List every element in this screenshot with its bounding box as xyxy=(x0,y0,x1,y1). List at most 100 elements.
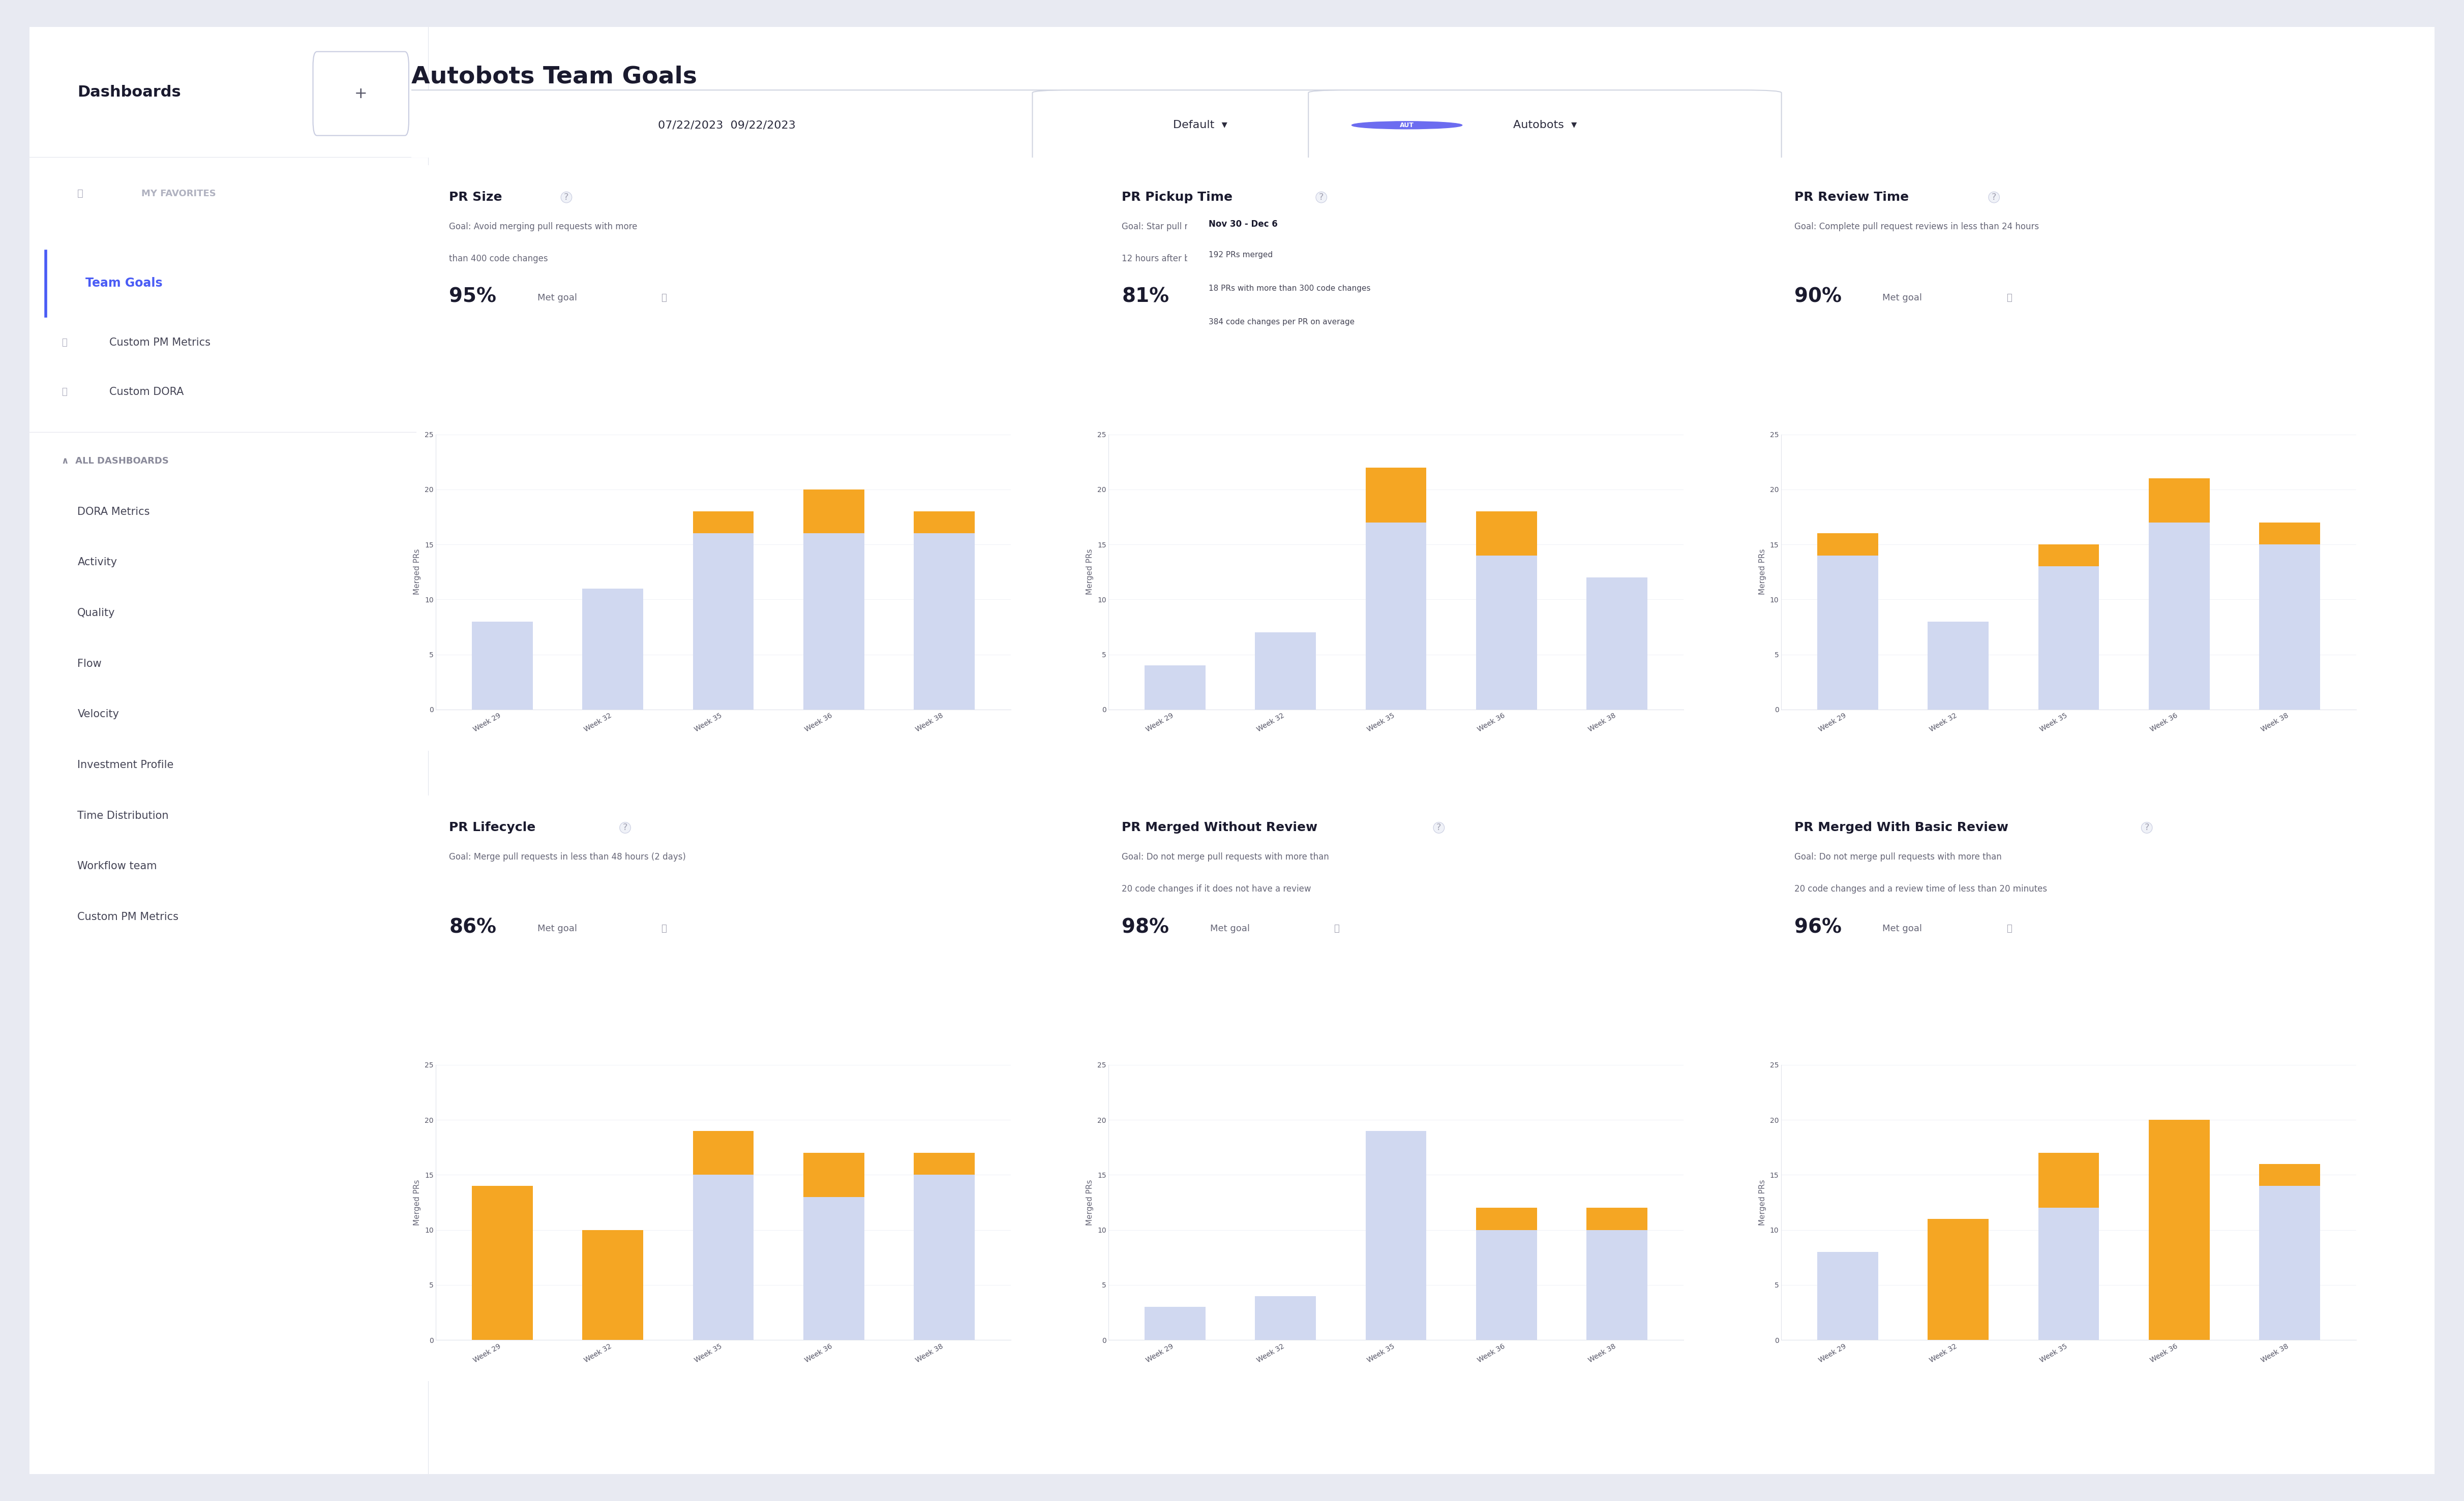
Y-axis label: Merged PRs: Merged PRs xyxy=(1759,549,1767,594)
Bar xyxy=(803,1196,865,1340)
Text: ?: ? xyxy=(564,192,569,201)
Bar xyxy=(1927,621,1988,710)
Text: Team Goals: Team Goals xyxy=(86,278,163,290)
Bar xyxy=(914,533,976,710)
Text: Autobots Team Goals: Autobots Team Goals xyxy=(411,65,697,89)
Text: DORA Metrics: DORA Metrics xyxy=(76,507,150,516)
Text: 192 PRs merged: 192 PRs merged xyxy=(1207,251,1274,258)
Text: 🔔: 🔔 xyxy=(76,189,84,198)
Bar xyxy=(1254,632,1316,710)
Circle shape xyxy=(1353,122,1461,129)
Bar xyxy=(2038,1153,2099,1208)
Text: Autobots  ▾: Autobots ▾ xyxy=(1513,120,1577,131)
FancyBboxPatch shape xyxy=(1180,203,1552,362)
Text: 95%: 95% xyxy=(448,287,495,306)
Text: Goal: Do not merge pull requests with more than: Goal: Do not merge pull requests with mo… xyxy=(1794,853,2001,862)
FancyBboxPatch shape xyxy=(372,90,1082,161)
Text: ⓘ: ⓘ xyxy=(2006,293,2013,303)
Text: Flow: Flow xyxy=(76,659,101,669)
Text: 📊: 📊 xyxy=(62,338,67,347)
Bar xyxy=(1146,665,1205,710)
Y-axis label: Merged PRs: Merged PRs xyxy=(1087,1180,1094,1225)
Bar xyxy=(1587,578,1648,710)
Text: Met goal: Met goal xyxy=(1210,923,1249,934)
Text: AUT: AUT xyxy=(1400,122,1414,129)
Text: Met goal: Met goal xyxy=(1882,293,1922,303)
Bar xyxy=(2149,479,2210,522)
Bar xyxy=(2149,1120,2210,1340)
Bar xyxy=(1587,1229,1648,1340)
Text: ⓘ: ⓘ xyxy=(1333,293,1340,303)
Bar xyxy=(1927,1219,1988,1340)
Y-axis label: Merged PRs: Merged PRs xyxy=(1087,549,1094,594)
Text: Dashboards: Dashboards xyxy=(76,84,180,99)
Text: ⓘ: ⓘ xyxy=(2006,923,2013,934)
Bar xyxy=(582,1229,643,1340)
Bar xyxy=(2038,1208,2099,1340)
Text: 12 hours after being issued: 12 hours after being issued xyxy=(1121,254,1237,263)
Text: ∧  ALL DASHBOARDS: ∧ ALL DASHBOARDS xyxy=(62,456,168,465)
Text: Custom PM Metrics: Custom PM Metrics xyxy=(76,911,180,922)
Text: Time Distribution: Time Distribution xyxy=(76,811,168,821)
Bar xyxy=(692,533,754,710)
Text: 18 PRs with more than 300 code changes: 18 PRs with more than 300 code changes xyxy=(1207,285,1370,293)
Bar xyxy=(914,1153,976,1175)
Text: Goal: Star pull request reviews within: Goal: Star pull request reviews within xyxy=(1121,222,1281,231)
Bar xyxy=(914,512,976,533)
Text: Default  ▾: Default ▾ xyxy=(1173,120,1227,131)
FancyBboxPatch shape xyxy=(1079,156,1752,760)
Bar xyxy=(582,588,643,710)
FancyBboxPatch shape xyxy=(1752,156,2425,760)
Bar xyxy=(2038,566,2099,710)
Bar xyxy=(1476,555,1538,710)
Bar xyxy=(2149,522,2210,710)
Text: Goal: Merge pull requests in less than 48 hours (2 days): Goal: Merge pull requests in less than 4… xyxy=(448,853,685,862)
FancyBboxPatch shape xyxy=(1752,787,2425,1390)
Bar xyxy=(2259,1163,2321,1186)
Text: Met goal: Met goal xyxy=(537,923,577,934)
Bar xyxy=(473,1186,532,1340)
Text: PR Merged Without Review: PR Merged Without Review xyxy=(1121,821,1318,835)
Text: ?: ? xyxy=(623,823,628,832)
Bar xyxy=(1365,1130,1427,1340)
Text: than 400 code changes: than 400 code changes xyxy=(448,254,547,263)
Y-axis label: Merged PRs: Merged PRs xyxy=(414,549,421,594)
Bar xyxy=(692,1175,754,1340)
Text: 86%: 86% xyxy=(448,917,495,937)
Text: 98%: 98% xyxy=(1121,917,1168,937)
Text: PR Review Time: PR Review Time xyxy=(1794,191,1910,204)
Bar xyxy=(1476,1229,1538,1340)
Text: ⓘ: ⓘ xyxy=(660,293,668,303)
FancyBboxPatch shape xyxy=(407,156,1079,760)
Bar xyxy=(803,533,865,710)
Bar xyxy=(1146,1307,1205,1340)
Text: PR Lifecycle: PR Lifecycle xyxy=(448,821,535,835)
Text: PR Size: PR Size xyxy=(448,191,503,204)
Bar xyxy=(1818,533,1878,555)
FancyBboxPatch shape xyxy=(407,787,1079,1390)
Text: Nov 30 - Dec 6: Nov 30 - Dec 6 xyxy=(1207,219,1279,230)
Bar xyxy=(692,1130,754,1175)
Bar xyxy=(803,1153,865,1196)
FancyBboxPatch shape xyxy=(1079,787,1752,1390)
Text: ⓘ: ⓘ xyxy=(1333,923,1340,934)
Bar xyxy=(473,621,532,710)
Text: 96%: 96% xyxy=(1794,917,1841,937)
Bar xyxy=(2259,1186,2321,1340)
Text: Custom PM Metrics: Custom PM Metrics xyxy=(108,338,209,348)
Text: 81%: 81% xyxy=(1121,287,1168,306)
Text: Activity: Activity xyxy=(76,557,118,567)
Text: Quality: Quality xyxy=(76,608,116,618)
Text: Goal: Do not merge pull requests with more than: Goal: Do not merge pull requests with mo… xyxy=(1121,853,1328,862)
FancyBboxPatch shape xyxy=(5,12,2459,1489)
Text: PR Merged With Basic Review: PR Merged With Basic Review xyxy=(1794,821,2008,835)
Bar xyxy=(2259,522,2321,545)
Text: 20 code changes if it does not have a review: 20 code changes if it does not have a re… xyxy=(1121,884,1311,893)
Bar xyxy=(692,512,754,533)
Bar xyxy=(803,489,865,533)
Text: 🔒: 🔒 xyxy=(62,387,67,396)
FancyBboxPatch shape xyxy=(1032,90,1368,161)
Text: ?: ? xyxy=(1991,192,1996,201)
Bar xyxy=(2038,545,2099,566)
Text: 07/22/2023  09/22/2023: 07/22/2023 09/22/2023 xyxy=(658,120,796,131)
